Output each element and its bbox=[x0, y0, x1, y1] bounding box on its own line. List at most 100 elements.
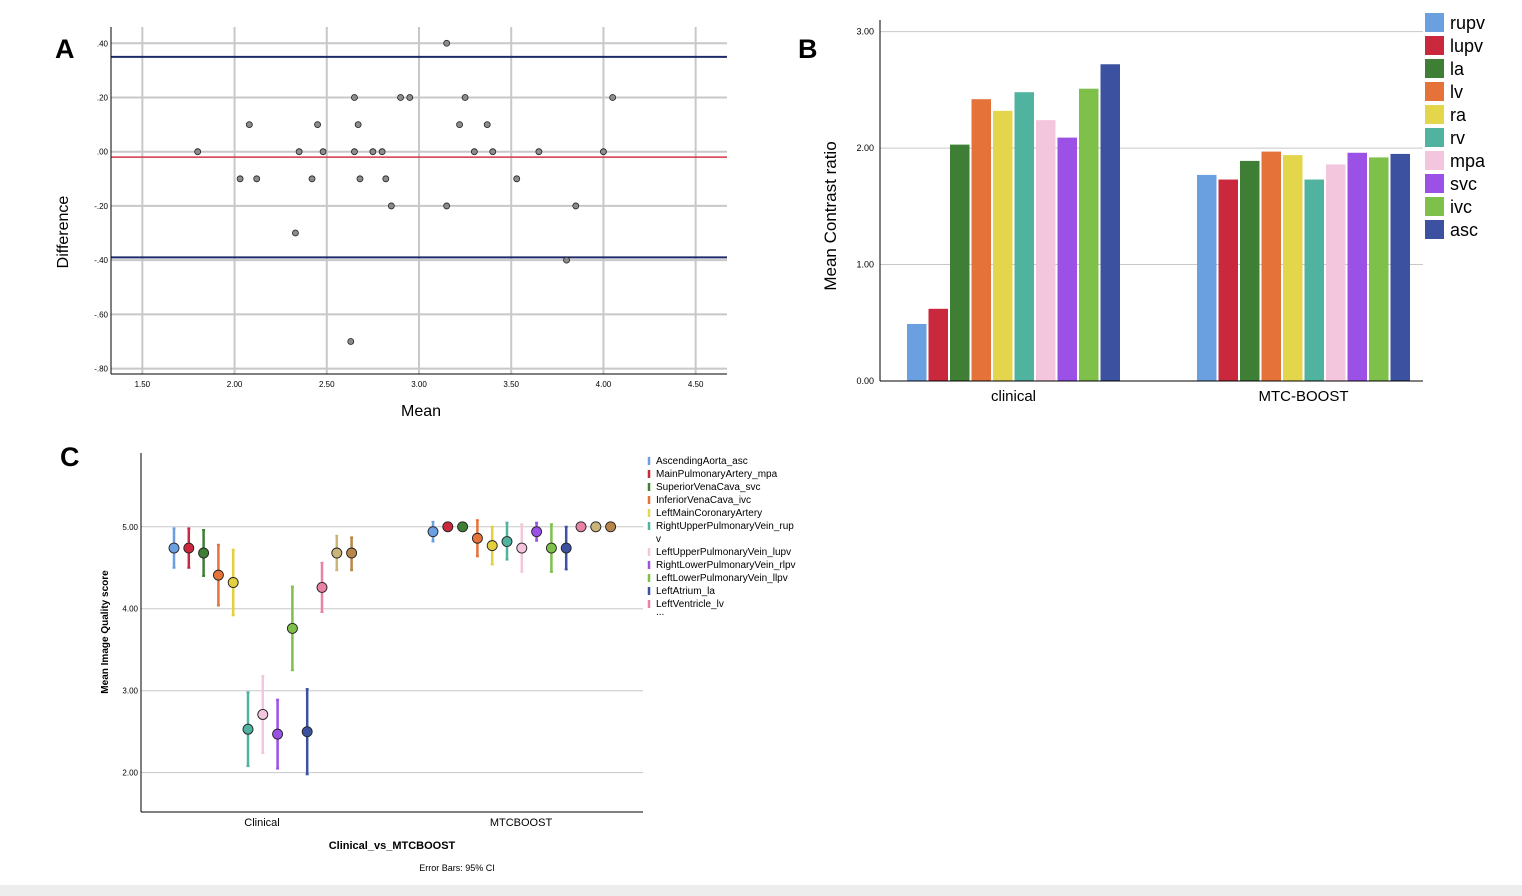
data-point bbox=[513, 175, 521, 183]
chart-c-x-label: Clinical_vs_MTCBOOST bbox=[329, 840, 456, 852]
legend-swatch-asc bbox=[1425, 220, 1444, 239]
chart-c-tick-labels: 2.00 3.00 4.00 5.00 Clinical MTCBOOST bbox=[122, 523, 552, 829]
data-point bbox=[194, 148, 202, 156]
chart-c-footnote: Error Bars: 95% CI bbox=[419, 863, 495, 873]
legend-swatch-rv bbox=[1425, 128, 1444, 147]
mean-marker bbox=[605, 521, 617, 533]
bar-ivc bbox=[1079, 88, 1099, 381]
legend-label-la: la bbox=[1450, 59, 1465, 79]
chart-c-y-label: Mean Image Quality score bbox=[100, 570, 111, 694]
data-point bbox=[443, 39, 451, 47]
legend-swatch-ivc bbox=[1425, 197, 1444, 216]
x-category-label: clinical bbox=[991, 388, 1036, 405]
legend-swatch-lv bbox=[1425, 82, 1444, 101]
mean-marker bbox=[257, 709, 269, 720]
data-point bbox=[387, 202, 395, 210]
data-point bbox=[535, 148, 543, 156]
chart-a-bland-altman: 1.50 2.00 2.50 3.00 3.50 4.00 4.50 .40 .20 .00 -.2… bbox=[55, 27, 727, 420]
bar-rupv bbox=[907, 323, 927, 381]
data-point bbox=[253, 175, 261, 183]
legend-swatch-ra bbox=[1425, 105, 1444, 124]
data-point bbox=[563, 256, 570, 264]
legend-swatch-svc bbox=[1425, 174, 1444, 193]
y-tick-label: 5.00 bbox=[122, 523, 138, 532]
bar-lupv bbox=[1218, 179, 1238, 381]
data-point bbox=[369, 148, 377, 156]
bar-lupv bbox=[928, 308, 948, 381]
chart-a-x-label: Mean bbox=[401, 403, 441, 420]
data-point bbox=[354, 121, 362, 128]
bar-ra bbox=[993, 110, 1013, 381]
mean-marker bbox=[331, 547, 343, 559]
mean-marker bbox=[183, 542, 195, 554]
y-tick-label: 2.00 bbox=[856, 143, 874, 153]
legend-label: MainPulmonaryArtery_mpa bbox=[656, 469, 778, 480]
mean-marker bbox=[545, 542, 557, 554]
legend-label: LeftAtrium_la bbox=[656, 586, 715, 597]
data-point bbox=[470, 148, 478, 156]
bar-rupv bbox=[1197, 174, 1217, 381]
bar-svc bbox=[1057, 137, 1077, 381]
y-tick-label: .00 bbox=[97, 148, 109, 157]
legend-swatch-mpa bbox=[1425, 151, 1444, 170]
mean-marker bbox=[316, 581, 328, 593]
chart-a-gridlines bbox=[111, 27, 727, 374]
panel-label-a: A bbox=[55, 34, 75, 64]
bar-rv bbox=[1014, 92, 1034, 381]
mean-marker bbox=[486, 540, 498, 552]
mean-marker bbox=[168, 542, 180, 554]
mean-marker bbox=[457, 521, 469, 533]
data-point bbox=[406, 94, 414, 101]
data-point bbox=[292, 229, 299, 237]
x-tick-label: 3.00 bbox=[411, 380, 427, 389]
bar-asc bbox=[1390, 153, 1410, 381]
data-point bbox=[600, 148, 607, 156]
bar-ivc bbox=[1369, 157, 1389, 381]
data-point bbox=[378, 148, 386, 156]
x-category-label: MTCBOOST bbox=[490, 817, 553, 829]
x-tick-label: 4.50 bbox=[688, 380, 704, 389]
legend-label: RightLowerPulmonaryVein_rlpv bbox=[656, 560, 796, 571]
chart-a-points bbox=[194, 39, 617, 345]
y-tick-label: 1.00 bbox=[856, 260, 874, 270]
mean-marker bbox=[442, 521, 454, 533]
data-point bbox=[295, 148, 303, 156]
chart-a-tick-labels: 1.50 2.00 2.50 3.00 3.50 4.00 4.50 .40 .20 .00 -.2… bbox=[94, 39, 704, 389]
data-point bbox=[245, 121, 253, 128]
y-tick-label: 2.00 bbox=[122, 769, 138, 778]
mean-marker bbox=[560, 542, 572, 554]
x-tick-label: 4.00 bbox=[596, 380, 612, 389]
bar-mpa bbox=[1326, 164, 1346, 381]
legend-swatch-la bbox=[1425, 59, 1444, 78]
mean-marker bbox=[242, 723, 254, 735]
legend-label: LeftLowerPulmonaryVein_llpv bbox=[656, 573, 788, 584]
chart-c-gridlines bbox=[141, 526, 643, 774]
mean-marker bbox=[301, 726, 313, 738]
y-tick-label: 3.00 bbox=[856, 27, 874, 37]
x-tick-label: 3.50 bbox=[503, 380, 519, 389]
y-tick-label: -.20 bbox=[94, 202, 108, 211]
data-point bbox=[308, 175, 316, 183]
data-point bbox=[314, 121, 321, 128]
panel-label-c: C bbox=[60, 442, 80, 472]
x-tick-label: 1.50 bbox=[135, 380, 151, 389]
chart-c-image-quality: 2.00 3.00 4.00 5.00 Clinical MTCBOOST Ascendi… bbox=[100, 453, 796, 873]
y-tick-label: .20 bbox=[97, 93, 109, 102]
bar-la bbox=[950, 144, 970, 381]
mean-marker bbox=[227, 577, 239, 588]
bar-lv bbox=[1261, 151, 1281, 381]
legend-label-ivc: ivc bbox=[1450, 197, 1472, 217]
mean-marker bbox=[501, 536, 513, 547]
y-tick-label: -.80 bbox=[94, 365, 108, 374]
data-point bbox=[347, 338, 355, 345]
y-tick-label: 4.00 bbox=[122, 605, 138, 614]
bar-lv bbox=[971, 99, 991, 381]
legend-label-lupv: lupv bbox=[1450, 36, 1483, 56]
chart-a-reference-lines bbox=[111, 55, 727, 259]
data-point bbox=[489, 148, 497, 156]
legend-label-rupv: rupv bbox=[1450, 13, 1485, 33]
chart-b-legend: rupv lupv la lv ra rv mpa svc ivc asc bbox=[1425, 13, 1486, 240]
legend-label: v bbox=[656, 534, 661, 545]
legend-label-ra: ra bbox=[1450, 105, 1467, 125]
mean-marker bbox=[346, 547, 358, 559]
